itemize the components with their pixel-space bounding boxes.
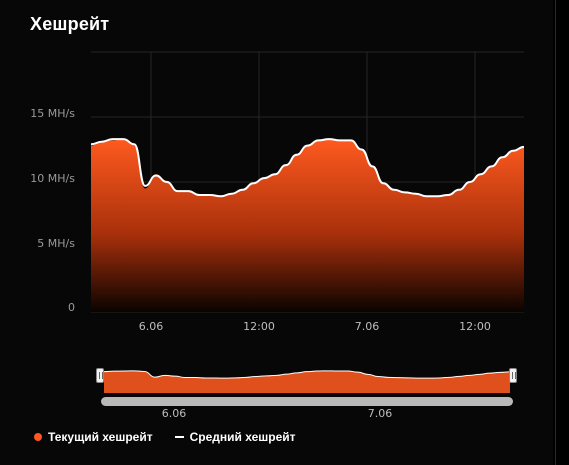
x-tick-6-06: 6.06 xyxy=(138,320,164,333)
y-tick-15: 15 MH/s xyxy=(30,107,75,120)
navigator-tick-7-06: 7.06 xyxy=(367,407,393,420)
navigator-right-handle[interactable] xyxy=(509,368,517,383)
navigator-area xyxy=(104,370,510,393)
legend-current-label: Текущий хешрейт xyxy=(48,430,153,444)
x-tick-12-00-a: 12:00 xyxy=(243,320,275,333)
hashrate-chart[interactable] xyxy=(0,0,553,465)
page-scroll-track[interactable] xyxy=(553,0,569,465)
y-tick-0: 0 xyxy=(68,301,75,314)
legend-current-hashrate[interactable]: Текущий хешрейт xyxy=(34,430,153,444)
navigator-tick-6-06: 6.06 xyxy=(161,407,187,420)
navigator-line xyxy=(103,370,511,379)
navigator-left-handle[interactable] xyxy=(96,368,104,383)
x-tick-7-06: 7.06 xyxy=(354,320,380,333)
current-dot-icon xyxy=(34,433,42,441)
divider xyxy=(555,0,556,465)
y-tick-5: 5 MH/s xyxy=(37,237,75,250)
legend-average-label: Средний хешрейт xyxy=(189,430,296,444)
x-tick-12-00-b: 12:00 xyxy=(459,320,491,333)
average-hashrate-line xyxy=(90,138,525,198)
chart-legend: Текущий хешрейт Средний хешрейт xyxy=(34,430,296,444)
page-title: Хешрейт xyxy=(30,14,110,34)
average-dash-icon xyxy=(174,436,184,438)
legend-average-hashrate[interactable]: Средний хешрейт xyxy=(174,430,296,444)
y-tick-10: 10 MH/s xyxy=(30,172,75,185)
navigator-scrollbar[interactable] xyxy=(101,397,513,406)
current-hashrate-area xyxy=(91,139,524,312)
